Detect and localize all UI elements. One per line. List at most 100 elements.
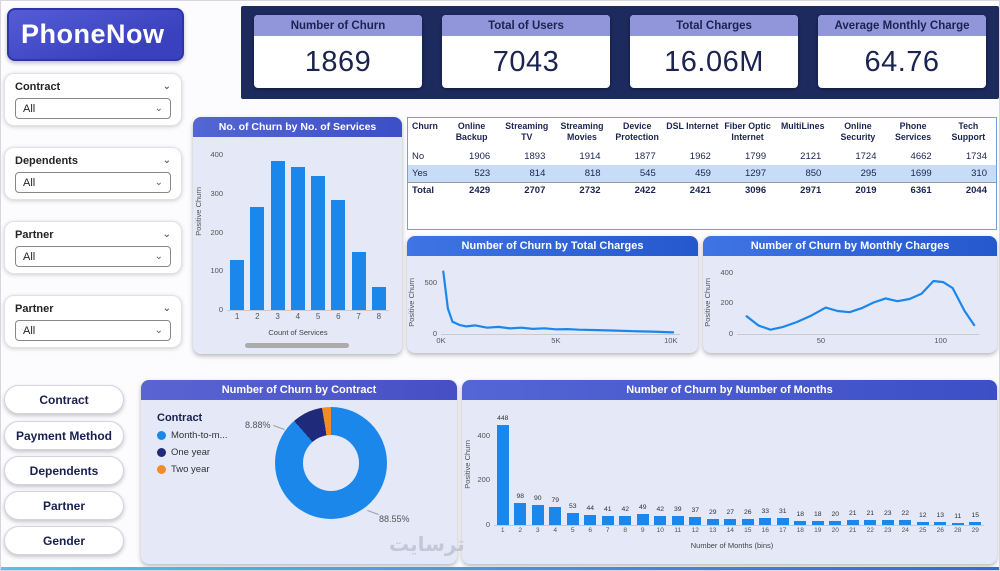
bar-segment[interactable]: [881, 519, 894, 525]
column-header: Fiber Optic Internet: [724, 121, 771, 142]
axis-tick: 20: [831, 527, 839, 534]
bar-segment[interactable]: [230, 259, 245, 310]
bar-segment[interactable]: [864, 520, 877, 525]
bar-segment[interactable]: [514, 503, 527, 525]
filter-dropdown-partner[interactable]: All ⌄: [15, 246, 171, 267]
bar-segment[interactable]: [916, 522, 929, 525]
bar-segment[interactable]: [706, 518, 719, 525]
axis-tick: 21: [849, 527, 857, 534]
chevron-down-icon[interactable]: ⌄: [162, 229, 171, 240]
bar-segment[interactable]: [270, 160, 285, 310]
bar-segment[interactable]: [899, 520, 912, 525]
legend-item[interactable]: Month-to-m...: [157, 430, 228, 441]
cell: 4662: [910, 151, 932, 162]
axis-tick: 500: [424, 278, 437, 288]
horizontal-scrollbar[interactable]: [245, 343, 349, 348]
kpi-card-total-charges: Total Charges 16.06M: [630, 15, 798, 88]
row-label: Total: [412, 185, 434, 197]
donut-chart[interactable]: [275, 407, 387, 519]
data-label: 79: [551, 497, 560, 505]
filter-label: Partner: [15, 303, 54, 315]
bar-segment[interactable]: [846, 520, 859, 525]
axis-tick: 400: [477, 430, 490, 440]
bar-segment[interactable]: [331, 199, 346, 310]
donut-callout-small: 8.88%: [245, 420, 271, 430]
nav-button-label: Partner: [42, 498, 86, 513]
bar-segment[interactable]: [601, 515, 614, 525]
cell: 2732: [579, 185, 601, 197]
bar-segment[interactable]: [811, 520, 824, 525]
line-chart-monthly-charges: 0 200 400 50 100: [711, 262, 989, 346]
bar-segment[interactable]: [636, 514, 649, 525]
nav-button-payment-method[interactable]: Payment Method: [4, 421, 124, 450]
churn-table: Churn Online Backup Streaming TV Streaming …: [408, 118, 996, 199]
data-label: 37: [691, 506, 700, 514]
bar-segment[interactable]: [724, 518, 737, 525]
cell: 310: [971, 167, 987, 179]
bar-segment[interactable]: [759, 517, 772, 525]
cell: 2971: [800, 185, 822, 197]
axis-tick: 5: [570, 527, 575, 534]
filter-value: All: [23, 102, 36, 115]
bar-segment[interactable]: [619, 515, 632, 525]
bar-segment[interactable]: [290, 166, 305, 310]
column-header: DSL Internet: [666, 121, 719, 131]
bar-segment[interactable]: [969, 521, 982, 525]
line-series[interactable]: [415, 262, 690, 346]
data-label: 42: [621, 505, 630, 513]
line-series[interactable]: [711, 262, 989, 346]
table-row: No 1906 1893 1914 1877 1962 1799 2121 1724 4662 17…: [408, 148, 996, 165]
bar-segment[interactable]: [250, 207, 265, 310]
chevron-down-icon[interactable]: ⌄: [162, 303, 171, 314]
bar-chart-months: 0 200 400 1 448 2 98 3 90 4 79 5 53 6 44 7 41 8 42 9 49 10 42 1…: [470, 406, 990, 538]
bar-segment[interactable]: [371, 286, 386, 310]
bar-segment[interactable]: [951, 522, 964, 525]
nav-button-contract[interactable]: Contract: [4, 385, 124, 414]
bar-segment[interactable]: [794, 520, 807, 525]
bar-segment[interactable]: [311, 176, 326, 310]
data-label: 21: [848, 510, 857, 518]
bar-segment[interactable]: [776, 518, 789, 525]
nav-button-dependents[interactable]: Dependents: [4, 456, 124, 485]
chevron-down-icon[interactable]: ⌄: [162, 155, 171, 166]
axis-tick: 100: [210, 266, 223, 276]
axis-tick: 5: [315, 312, 321, 321]
nav-button-partner[interactable]: Partner: [4, 491, 124, 520]
axis-tick: 2: [518, 527, 523, 534]
bar-segment[interactable]: [549, 507, 562, 525]
axis-tick: 0: [485, 520, 490, 529]
bottom-accent-strip: [1, 567, 999, 570]
cell: 1877: [634, 151, 656, 162]
bar-segment[interactable]: [829, 520, 842, 525]
bar-segment[interactable]: [351, 251, 366, 310]
bar-segment[interactable]: [741, 519, 754, 525]
filter-dropdown-dependents[interactable]: All ⌄: [15, 172, 171, 193]
axis-tick: 3: [535, 527, 540, 534]
data-label: 26: [743, 509, 752, 517]
bar-segment[interactable]: [654, 515, 667, 525]
bar-segment[interactable]: [584, 515, 597, 525]
bar-segment[interactable]: [531, 504, 544, 525]
nav-button-gender[interactable]: Gender: [4, 526, 124, 555]
filter-dropdown-partner-2[interactable]: All ⌄: [15, 320, 171, 341]
cell: 295: [860, 167, 877, 179]
kpi-card-average-monthly-charge: Average Monthly Charge 64.76: [818, 15, 986, 88]
data-label: 11: [954, 512, 962, 520]
legend-item[interactable]: One year: [157, 447, 228, 458]
axis-tick: 24: [901, 527, 909, 534]
bar-segment[interactable]: [566, 513, 579, 525]
filter-dropdown-contract[interactable]: All ⌄: [15, 98, 171, 119]
bar-segment[interactable]: [934, 522, 947, 525]
legend-item[interactable]: Two year: [157, 464, 228, 475]
bar-segment[interactable]: [671, 516, 684, 525]
bar-chart-services: 0 100 200 300 400 1 2 3 4 5 6 7 8: [203, 145, 393, 323]
data-label: 33: [761, 507, 770, 515]
bar-segment[interactable]: [689, 516, 702, 525]
chevron-down-icon[interactable]: ⌄: [162, 81, 171, 92]
bar-segment[interactable]: [496, 424, 509, 525]
chevron-down-icon: ⌄: [154, 250, 163, 262]
kpi-value: 7043: [492, 45, 560, 78]
column-header: Churn: [412, 121, 438, 131]
donut-callout-large: 88.55%: [379, 514, 410, 524]
cell: 2019: [855, 185, 877, 197]
